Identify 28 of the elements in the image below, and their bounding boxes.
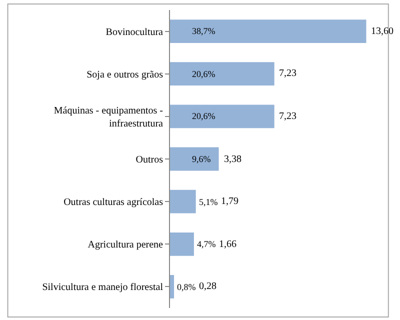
annotation: 0,8% bbox=[177, 282, 196, 292]
y-tick-label: Silvicultura e manejo florestal bbox=[42, 282, 164, 294]
bar bbox=[170, 62, 274, 86]
data-label: 7,23 bbox=[279, 111, 296, 122]
data-label: 3,38 bbox=[224, 154, 242, 165]
y-tick-label: Soja e outros grãos bbox=[86, 69, 164, 80]
annotation: 5,1% bbox=[199, 197, 218, 207]
y-tick-label: Outros bbox=[136, 154, 164, 166]
bar bbox=[170, 275, 174, 298]
y-tick-label: Máquinas - equipamentos - infraestrutura bbox=[54, 105, 164, 130]
annotation: 38,7% bbox=[192, 26, 216, 36]
bar bbox=[170, 232, 194, 256]
data-label: 7,23 bbox=[279, 68, 296, 79]
bar bbox=[170, 190, 196, 214]
annotation: 20,6% bbox=[192, 69, 216, 79]
data-label: 13,60 bbox=[371, 26, 394, 37]
data-label: 1,79 bbox=[221, 196, 238, 207]
annotation: 20,6% bbox=[192, 111, 216, 121]
y-tick-label: Bovinocultura bbox=[106, 26, 164, 38]
bar bbox=[170, 20, 366, 43]
data-label: 1,66 bbox=[219, 239, 236, 250]
annotation: 9,6% bbox=[192, 154, 212, 164]
y-tick-label: Outras culturas agrícolas bbox=[64, 197, 164, 208]
y-tick-label: Agricultura perene bbox=[88, 240, 164, 251]
bar bbox=[170, 147, 219, 171]
bar bbox=[170, 104, 274, 128]
data-label: 0,28 bbox=[199, 281, 216, 292]
annotation: 4,7% bbox=[197, 239, 216, 249]
